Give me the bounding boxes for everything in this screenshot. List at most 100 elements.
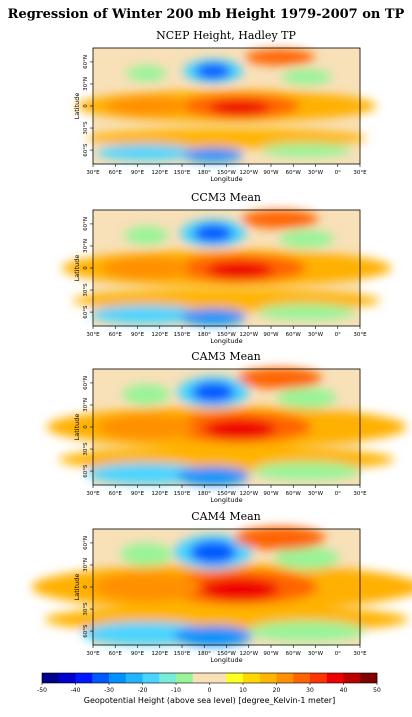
lon-tick-label: 150°E (174, 170, 191, 176)
field-blob (257, 304, 357, 321)
colorbar-tick-label: 50 (373, 687, 381, 694)
lon-tick-label: 30°W (308, 170, 324, 176)
lat-tick-label: 0 (83, 425, 89, 429)
panel-title: CCM3 Mean (191, 191, 261, 204)
field-blob (244, 49, 315, 66)
lon-tick-label: 150°W (217, 491, 236, 497)
lon-tick-label: 60°E (109, 170, 123, 176)
lon-tick-label: 90°W (263, 170, 279, 176)
field-contours (61, 210, 392, 325)
x-axis-label: Longitude (210, 656, 242, 664)
field-blob (106, 96, 187, 116)
lon-tick-label: 60°W (286, 332, 302, 338)
lon-tick-label: 120°E (151, 170, 168, 176)
field-blob (234, 526, 326, 550)
lon-tick-label: 30°E (353, 332, 367, 338)
lon-tick-label: 0° (335, 170, 341, 176)
lat-tick-label: 0 (83, 266, 89, 270)
field-blob (98, 414, 195, 440)
lon-tick-label: 30°W (308, 491, 324, 497)
panel-title: CAM4 Mean (191, 510, 261, 523)
lon-tick-label: 0° (335, 491, 341, 497)
lon-tick-label: 150°W (217, 170, 236, 176)
field-blob (203, 418, 276, 440)
lat-tick-label: 30°N (83, 239, 89, 253)
lat-tick-label: 60°S (83, 305, 89, 319)
map-panel: CCM3 Mean 30°E 60°E 90°E 120°E 150°E 180° 150°W… (61, 191, 392, 345)
field-blob (261, 143, 352, 158)
field-blob (86, 463, 207, 484)
lon-tick-label: 150°W (217, 332, 236, 338)
lon-tick-label: 0° (335, 651, 341, 657)
colorbar-swatch (109, 673, 127, 683)
lon-tick-label: 60°E (109, 651, 123, 657)
colorbar-swatch (125, 673, 143, 683)
field-blob (279, 229, 335, 249)
lat-tick-label: 60°S (83, 464, 89, 478)
lon-tick-label: 150°E (174, 332, 191, 338)
field-blob (274, 546, 340, 570)
field-blob (126, 65, 167, 82)
lon-tick-label: 30°W (308, 332, 324, 338)
lon-tick-label: 150°E (174, 491, 191, 497)
colorbar-tick-label: 20 (273, 687, 281, 694)
field-blob (209, 100, 270, 117)
colorbar-swatch (226, 673, 244, 683)
field-blob (96, 144, 197, 161)
lon-tick-label: 60°W (286, 651, 302, 657)
colorbar-label: Geopotential Height (above sea level) [d… (84, 696, 335, 705)
lon-tick-label: 30°E (353, 170, 367, 176)
lon-tick-label: 60°W (286, 170, 302, 176)
field-blob (241, 210, 319, 229)
colorbar-tick-label: 10 (239, 687, 247, 694)
lat-tick-label: 30°S (83, 283, 89, 297)
colorbar-tick-label: -40 (71, 687, 81, 694)
lon-tick-label: 30°E (353, 651, 367, 657)
colorbar-swatch (276, 673, 294, 683)
colorbar-swatch (176, 673, 194, 683)
lon-tick-label: 120°E (151, 491, 168, 497)
colorbar-tick-label: -50 (37, 687, 47, 694)
colorbar-swatch (343, 673, 361, 683)
panel-title: NCEP Height, Hadley TP (156, 29, 296, 42)
lon-tick-label: 120°E (151, 332, 168, 338)
field-blob (177, 466, 250, 485)
field-blob (180, 308, 247, 325)
lon-tick-label: 60°E (109, 491, 123, 497)
lat-tick-label: 30°S (83, 442, 89, 456)
lon-tick-label: 180° (198, 651, 211, 657)
colorbar-swatch (42, 673, 60, 683)
lon-tick-label: 180° (198, 332, 211, 338)
field-blob (191, 381, 235, 403)
colorbar-tick-label: -20 (138, 687, 148, 694)
field-blob (237, 367, 322, 389)
lon-tick-label: 150°E (174, 651, 191, 657)
lat-tick-label: 60°S (83, 624, 89, 638)
y-axis-label: Latitude (73, 414, 81, 441)
lon-tick-label: 30°W (308, 651, 324, 657)
figure-title: Regression of Winter 200 mb Height 1979-… (8, 7, 405, 22)
lat-tick-label: 0 (83, 104, 89, 108)
lon-tick-label: 60°E (109, 332, 123, 338)
colorbar-swatch (293, 673, 311, 683)
lon-tick-label: 30°E (86, 491, 100, 497)
field-blob (200, 577, 279, 601)
field-blob (281, 69, 332, 85)
colorbar-swatch (209, 673, 227, 683)
lat-tick-label: 60°N (83, 217, 89, 231)
colorbar-swatch (310, 673, 328, 683)
colorbar-swatch (243, 673, 261, 683)
lat-tick-label: 30°S (83, 602, 89, 616)
field-blob (122, 384, 171, 405)
colorbar-tick-label: -30 (104, 687, 114, 694)
colorbar-swatch (142, 673, 160, 683)
lat-tick-label: 30°N (83, 398, 89, 412)
lat-tick-label: 0 (83, 585, 89, 589)
x-axis-label: Longitude (210, 175, 242, 183)
lon-tick-label: 120°W (239, 332, 258, 338)
map-panel: CAM4 Mean 30°E 60°E 90°E 120°E 150°E 180° 150°W… (31, 510, 412, 664)
colorbar-tick-label: 30 (306, 687, 314, 694)
lon-tick-label: 90°E (131, 332, 145, 338)
field-contours (46, 367, 407, 485)
